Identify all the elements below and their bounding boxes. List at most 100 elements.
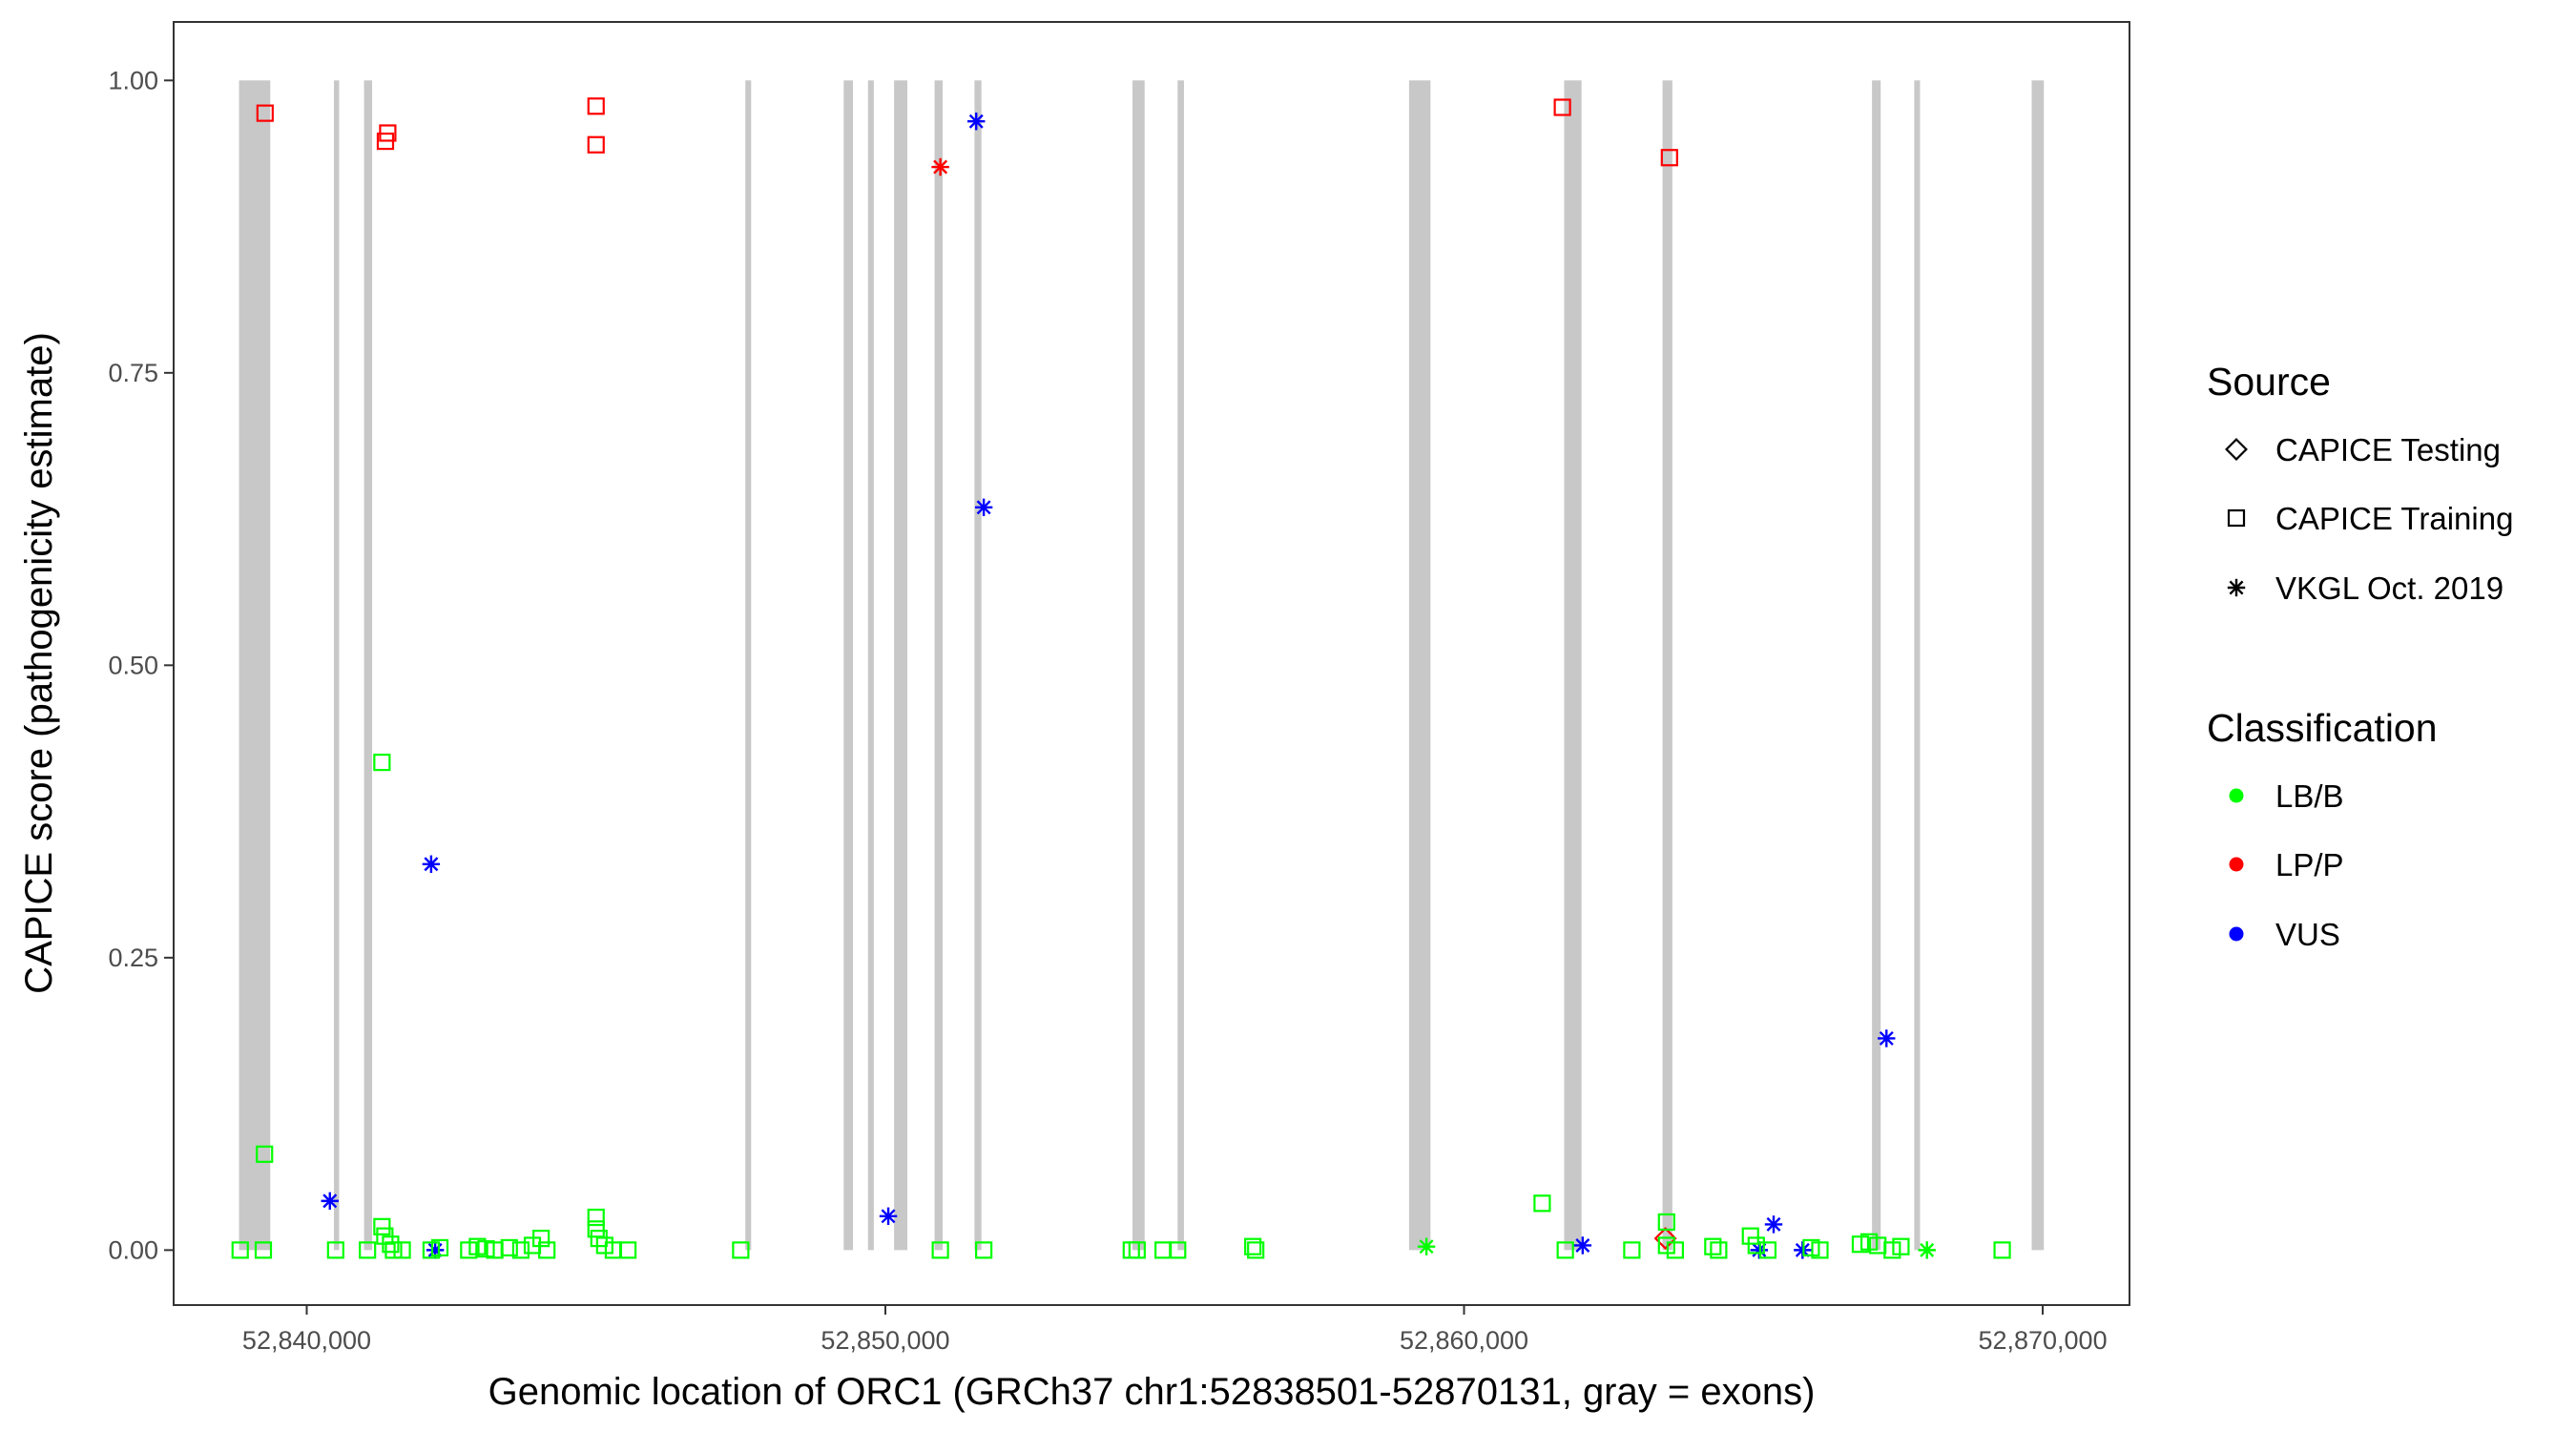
point-square: [1247, 1241, 1265, 1259]
legend-label-source: CAPICE Training: [2275, 501, 2513, 536]
point-square: [587, 1220, 605, 1238]
y-axis-title: CAPICE score (pathogenicity estimate): [18, 332, 60, 994]
point-square: [1758, 1241, 1777, 1259]
point-square: [538, 1241, 556, 1259]
point-square: [511, 1241, 530, 1259]
point-square: [382, 1235, 400, 1254]
point-square: [1128, 1241, 1146, 1259]
exon-band: [867, 80, 874, 1251]
point-square: [1623, 1241, 1641, 1259]
x-tick-label: 52,840,000: [242, 1326, 371, 1355]
y-tick-label: 0.50: [108, 651, 158, 679]
point-square: [931, 1241, 949, 1259]
exon-band: [1872, 80, 1881, 1251]
point-asterisk: [967, 113, 986, 131]
exon-band: [239, 80, 271, 1251]
point-asterisk: [974, 498, 993, 517]
exon-band: [1177, 80, 1184, 1251]
point-square: [256, 104, 274, 122]
point-square: [532, 1230, 551, 1248]
y-axis: 0.00 0.25 0.50 0.75 1.00: [108, 66, 174, 1264]
legend-title-source: Source: [2207, 360, 2331, 404]
exon-band: [1662, 80, 1672, 1251]
legend-dot: [2229, 857, 2244, 872]
point-layer: [231, 97, 2011, 1259]
legend-label-classification: VUS: [2275, 917, 2340, 952]
panel-border: [173, 21, 2130, 1306]
exon-band: [364, 80, 373, 1251]
point-square: [1666, 1241, 1684, 1259]
point-asterisk: [2227, 578, 2246, 597]
point-square: [2227, 508, 2246, 528]
point-square: [587, 135, 605, 154]
x-tick-label: 52,870,000: [1978, 1326, 2107, 1355]
exon-band: [1132, 80, 1145, 1251]
exon-layer: [239, 80, 2045, 1251]
exon-band: [1564, 80, 1582, 1251]
point-square: [256, 1145, 274, 1163]
legend-label-classification: LB/B: [2275, 778, 2344, 814]
x-tick-label: 52,860,000: [1400, 1326, 1528, 1355]
legend: Source CAPICE Testing CAPICE Training VKGL …: [2207, 360, 2513, 952]
point-square: [373, 1217, 391, 1235]
point-square: [1741, 1227, 1759, 1245]
exon-band: [2031, 80, 2045, 1251]
exon-band: [1914, 80, 1921, 1251]
y-tick-label: 1.00: [108, 66, 158, 94]
point-square: [1657, 1213, 1675, 1232]
point-asterisk: [879, 1207, 898, 1226]
point-square: [732, 1241, 750, 1259]
exon-band: [1408, 80, 1431, 1251]
point-square: [373, 754, 391, 772]
y-tick-label: 0.25: [108, 944, 158, 972]
legend-title-classification: Classification: [2207, 706, 2438, 750]
legend-label-source: VKGL Oct. 2019: [2275, 570, 2503, 606]
point-square: [1710, 1241, 1728, 1259]
point-square: [430, 1238, 449, 1257]
point-square: [379, 124, 397, 142]
x-axis: 52,840,000 52,850,000 52,860,000 52,870,000: [242, 1305, 2108, 1355]
legend-label-classification: LP/P: [2275, 847, 2344, 882]
x-axis-title: Genomic location of ORC1 (GRCh37 chr1:52…: [488, 1371, 1816, 1413]
point-square: [1892, 1237, 1910, 1255]
x-tick-label: 52,850,000: [821, 1326, 949, 1355]
point-square: [975, 1241, 993, 1259]
y-tick-label: 0.00: [108, 1235, 158, 1264]
point-diamond: [1653, 1227, 1677, 1251]
point-square: [1556, 1241, 1574, 1259]
exon-band: [843, 80, 854, 1251]
point-square: [1553, 98, 1571, 116]
point-square: [1704, 1237, 1722, 1255]
legend-dot: [2229, 926, 2244, 942]
point-square: [1169, 1241, 1187, 1259]
point-square: [231, 1241, 249, 1259]
point-square: [1533, 1194, 1551, 1213]
point-asterisk: [1918, 1241, 1936, 1259]
point-asterisk: [422, 855, 441, 873]
point-asterisk: [1764, 1215, 1783, 1234]
point-square: [326, 1241, 344, 1259]
point-diamond: [2225, 438, 2248, 461]
point-square: [1993, 1241, 2011, 1259]
legend-dot: [2229, 788, 2244, 803]
point-asterisk: [1878, 1029, 1896, 1047]
point-asterisk: [321, 1192, 339, 1211]
point-asterisk: [931, 157, 949, 176]
point-square: [587, 97, 605, 115]
point-square: [500, 1238, 518, 1257]
point-asterisk: [1417, 1237, 1436, 1255]
exon-band: [745, 80, 752, 1251]
point-asterisk: [1573, 1236, 1592, 1255]
point-square: [1747, 1236, 1765, 1255]
exon-band: [334, 80, 340, 1251]
y-tick-label: 0.75: [108, 359, 158, 387]
point-square: [1244, 1237, 1262, 1255]
exon-band: [934, 80, 944, 1251]
point-square: [619, 1241, 637, 1259]
point-square: [393, 1241, 411, 1259]
point-square: [1660, 149, 1678, 167]
point-square: [254, 1241, 273, 1259]
exon-band: [894, 80, 908, 1251]
